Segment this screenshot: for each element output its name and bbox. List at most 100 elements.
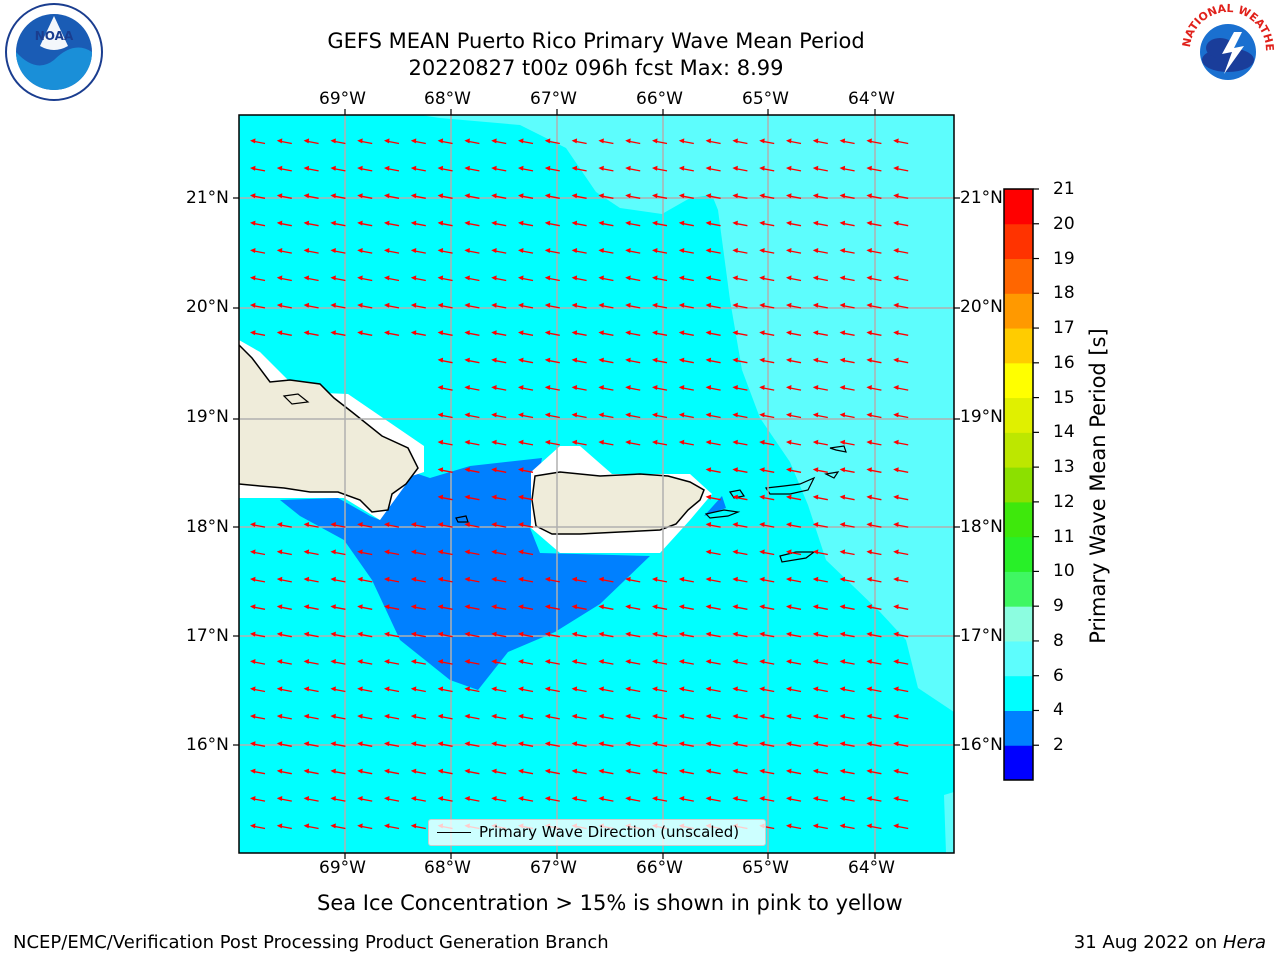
wave-arrow bbox=[678, 193, 694, 199]
wave-arrow bbox=[571, 604, 587, 610]
wave-arrow bbox=[812, 248, 828, 254]
wave-arrow bbox=[786, 549, 802, 556]
wave-arrow bbox=[276, 796, 292, 802]
wave-arrow bbox=[250, 631, 266, 638]
wave-arrow bbox=[759, 302, 775, 309]
wave-arrow bbox=[518, 522, 534, 528]
wave-arrow bbox=[357, 741, 373, 747]
land-hispaniola bbox=[239, 343, 419, 513]
wave-arrow bbox=[544, 686, 560, 693]
wave-arrow bbox=[330, 713, 346, 720]
wave-arrow bbox=[839, 330, 855, 336]
wave-arrow bbox=[839, 576, 855, 583]
wave-arrow bbox=[250, 768, 266, 775]
wave-arrow bbox=[410, 138, 426, 145]
land-virgin-islands bbox=[764, 476, 816, 495]
wave-arrow bbox=[839, 659, 855, 665]
wave-arrow bbox=[464, 604, 480, 610]
wave-arrow bbox=[437, 713, 453, 720]
wave-arrow bbox=[491, 165, 507, 172]
wave-arrow bbox=[625, 631, 641, 638]
lat-label-left-16n: 16°N bbox=[186, 735, 229, 755]
wave-arrow bbox=[625, 357, 641, 364]
wave-arrow bbox=[437, 686, 453, 693]
lat-lon-grid bbox=[239, 115, 954, 853]
colorbar bbox=[1003, 188, 1039, 781]
wave-arrow bbox=[571, 659, 587, 665]
wave-arrow bbox=[625, 686, 641, 693]
wave-arrow bbox=[786, 248, 802, 254]
wave-arrow bbox=[625, 796, 641, 802]
wave-arrow bbox=[652, 576, 668, 583]
wave-arrow bbox=[518, 659, 534, 665]
wave-arrow bbox=[410, 193, 426, 199]
wave-arrow bbox=[357, 302, 373, 309]
wave-arrow bbox=[866, 713, 882, 720]
land-mona bbox=[455, 515, 469, 523]
wave-arrow bbox=[437, 659, 453, 665]
wave-arrow bbox=[330, 604, 346, 610]
wave-arrow bbox=[437, 796, 453, 802]
wave-arrow bbox=[866, 439, 882, 446]
wave-arrow bbox=[759, 631, 775, 638]
wave-arrow bbox=[678, 275, 694, 282]
wave-arrow bbox=[384, 522, 400, 528]
wave-arrow bbox=[812, 576, 828, 583]
wave-arrow bbox=[732, 193, 748, 199]
wave-arrow bbox=[678, 659, 694, 665]
wave-arrow bbox=[705, 576, 721, 583]
wave-arrow bbox=[464, 576, 480, 583]
wave-arrow bbox=[866, 385, 882, 391]
wave-arrow bbox=[732, 385, 748, 391]
wave-arrow bbox=[812, 796, 828, 802]
wave-arrow bbox=[678, 412, 694, 419]
wave-arrow bbox=[759, 522, 775, 528]
wave-arrow bbox=[839, 796, 855, 802]
wave-arrow bbox=[812, 330, 828, 336]
wave-arrow bbox=[678, 330, 694, 336]
wave-arrow bbox=[652, 631, 668, 638]
wave-arrow bbox=[276, 138, 292, 145]
lat-label-right-18n: 18°N bbox=[960, 517, 1003, 537]
wave-arrow bbox=[839, 494, 855, 501]
wave-arrow bbox=[518, 604, 534, 610]
wave-arrow bbox=[786, 385, 802, 391]
wave-arrow bbox=[893, 385, 909, 391]
wave-arrow bbox=[384, 713, 400, 720]
colorbar-label: 19 bbox=[1053, 248, 1075, 269]
wave-arrow bbox=[812, 741, 828, 747]
wave-arrow bbox=[276, 823, 292, 830]
wave-arrow bbox=[330, 302, 346, 309]
wave-arrow bbox=[732, 248, 748, 254]
colorbar-swatch bbox=[1004, 606, 1033, 642]
wave-arrow bbox=[464, 631, 480, 638]
wave-arrow bbox=[786, 576, 802, 583]
lat-label-right-20n: 20°N bbox=[960, 297, 1003, 317]
wave-arrow bbox=[330, 522, 346, 528]
wave-arrow bbox=[250, 823, 266, 830]
wave-arrow bbox=[625, 741, 641, 747]
wave-arrow bbox=[786, 659, 802, 665]
wave-arrow bbox=[652, 412, 668, 419]
wave-arrow bbox=[598, 302, 614, 309]
land-puerto-rico bbox=[531, 471, 705, 535]
wave-arrow bbox=[786, 768, 802, 775]
lon-label-bottom-68w: 68°W bbox=[424, 858, 471, 878]
wave-arrow bbox=[866, 796, 882, 802]
lon-label-top-69w: 69°W bbox=[319, 89, 366, 109]
wave-arrow bbox=[491, 659, 507, 665]
wave-arrow bbox=[678, 686, 694, 693]
wave-arrow bbox=[357, 275, 373, 282]
wave-arrow bbox=[357, 522, 373, 528]
wave-arrow bbox=[544, 604, 560, 610]
wave-arrow bbox=[678, 165, 694, 172]
colorbar-swatch bbox=[1004, 571, 1033, 607]
wave-arrow bbox=[893, 823, 909, 830]
wave-arrow bbox=[571, 631, 587, 638]
colorbar-swatch bbox=[1004, 397, 1033, 433]
legend-line bbox=[437, 832, 471, 833]
wave-arrow bbox=[330, 659, 346, 665]
wave-arrow bbox=[598, 330, 614, 336]
colorbar-label: 11 bbox=[1053, 526, 1075, 547]
wave-arrow bbox=[571, 741, 587, 747]
